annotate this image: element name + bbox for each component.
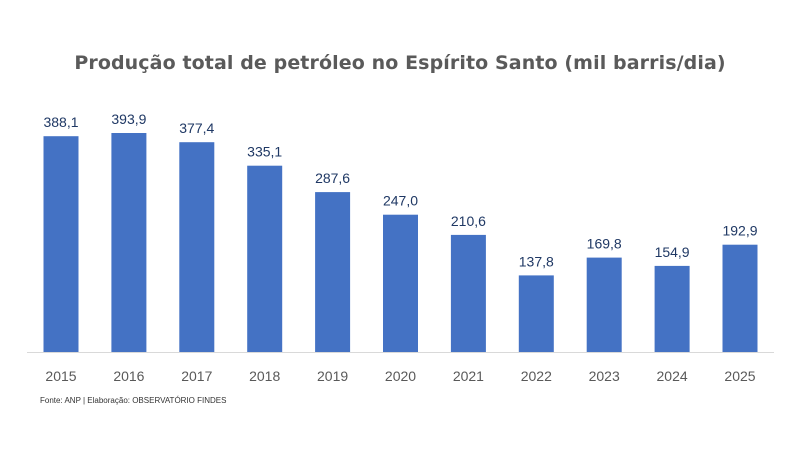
data-label-2020: 247,0 <box>383 193 418 209</box>
bar-2015 <box>43 136 79 352</box>
bar-2018 <box>247 165 283 352</box>
x-tick-label-2015: 2015 <box>45 368 76 384</box>
data-label-2017: 377,4 <box>179 120 214 136</box>
x-tick-label-2020: 2020 <box>385 368 416 384</box>
data-label-2019: 287,6 <box>315 170 350 186</box>
x-tick-label-2021: 2021 <box>453 368 484 384</box>
data-label-2015: 388,1 <box>43 114 78 130</box>
bar-2016 <box>111 133 147 352</box>
x-tick-label-2019: 2019 <box>317 368 348 384</box>
bar-2021 <box>450 234 486 352</box>
bar-2020 <box>383 214 418 352</box>
x-tick-label-2017: 2017 <box>181 368 212 384</box>
data-label-2024: 154,9 <box>655 244 690 260</box>
bar-2017 <box>179 142 215 352</box>
x-tick-label-2018: 2018 <box>249 368 280 384</box>
x-tick-label-2016: 2016 <box>113 368 144 384</box>
bar-2022 <box>518 275 554 352</box>
x-tick-label-2023: 2023 <box>589 368 620 384</box>
bar-2025 <box>722 244 758 352</box>
bar-2019 <box>315 192 351 352</box>
source-note: Fonte: ANP | Elaboração: OBSERVATÓRIO FI… <box>40 396 227 405</box>
data-label-2023: 169,8 <box>587 236 622 252</box>
data-label-2021: 210,6 <box>451 213 486 229</box>
data-label-2016: 393,9 <box>111 111 146 127</box>
data-label-2018: 335,1 <box>247 144 282 160</box>
data-label-2022: 137,8 <box>519 253 554 269</box>
x-tick-label-2024: 2024 <box>657 368 688 384</box>
x-tick-label-2025: 2025 <box>724 368 755 384</box>
x-tick-label-2022: 2022 <box>521 368 552 384</box>
bar-2023 <box>586 257 622 352</box>
data-label-2025: 192,9 <box>722 223 757 239</box>
bar-2024 <box>654 265 690 352</box>
chart-title: Produção total de petróleo no Espírito S… <box>74 52 726 74</box>
